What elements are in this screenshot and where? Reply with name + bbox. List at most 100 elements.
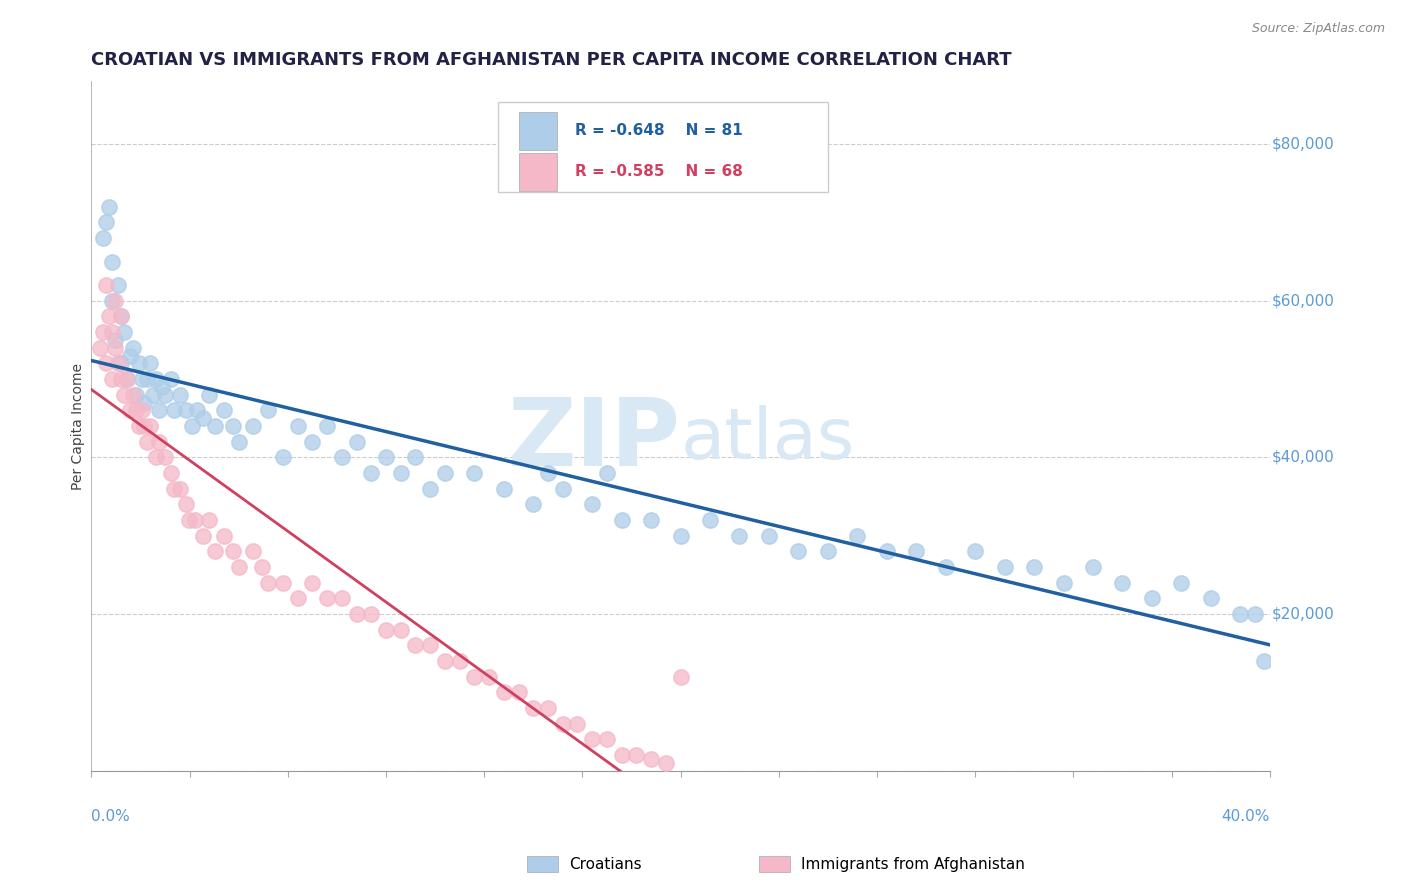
Text: $20,000: $20,000 [1272, 607, 1334, 622]
Point [1253, 654, 1275, 668]
Point [1199, 591, 1222, 606]
Y-axis label: Per Capita Income: Per Capita Income [72, 362, 86, 490]
Point [160, 466, 183, 480]
Point [360, 607, 382, 621]
Point [419, 639, 441, 653]
Point [145, 372, 167, 386]
Point [433, 654, 456, 668]
Point [316, 591, 339, 606]
Point [787, 544, 810, 558]
Point [537, 466, 560, 480]
Point [935, 560, 957, 574]
Text: ZIP: ZIP [508, 393, 681, 486]
Text: atlas: atlas [681, 405, 855, 475]
Point [134, 419, 156, 434]
Text: $60,000: $60,000 [1272, 293, 1334, 309]
Point [174, 497, 197, 511]
Point [193, 529, 215, 543]
Point [163, 482, 186, 496]
Point [104, 341, 127, 355]
Text: R = -0.648    N = 81: R = -0.648 N = 81 [575, 123, 742, 138]
Point [640, 513, 662, 527]
Point [242, 544, 264, 558]
Point [1170, 575, 1192, 590]
Point [174, 403, 197, 417]
Point [669, 670, 692, 684]
Point [142, 387, 165, 401]
Point [91, 231, 114, 245]
Point [876, 544, 898, 558]
Point [101, 293, 124, 308]
Point [433, 466, 456, 480]
Point [404, 639, 426, 653]
Point [1140, 591, 1163, 606]
Point [492, 482, 515, 496]
Point [139, 419, 162, 434]
Point [1111, 575, 1133, 590]
Point [242, 419, 264, 434]
Text: 40.0%: 40.0% [1222, 809, 1270, 823]
Point [1081, 560, 1104, 574]
Point [163, 403, 186, 417]
Point [101, 254, 124, 268]
Point [330, 591, 353, 606]
Point [271, 450, 294, 465]
Point [124, 387, 146, 401]
Point [115, 372, 138, 386]
FancyBboxPatch shape [519, 112, 557, 150]
Point [492, 685, 515, 699]
Point [110, 372, 132, 386]
Point [581, 497, 603, 511]
Text: Immigrants from Afghanistan: Immigrants from Afghanistan [801, 857, 1025, 871]
Point [139, 356, 162, 370]
Point [596, 466, 619, 480]
Point [212, 529, 235, 543]
Point [287, 419, 309, 434]
Point [478, 670, 501, 684]
Point [252, 560, 274, 574]
Point [183, 513, 205, 527]
Point [180, 419, 202, 434]
Point [728, 529, 751, 543]
FancyBboxPatch shape [498, 102, 828, 192]
Point [508, 685, 530, 699]
Point [581, 732, 603, 747]
Point [610, 513, 633, 527]
Point [360, 466, 382, 480]
Point [212, 403, 235, 417]
Point [375, 450, 398, 465]
Point [655, 756, 678, 770]
Point [551, 482, 574, 496]
Point [145, 450, 167, 465]
Point [965, 544, 987, 558]
Point [160, 372, 183, 386]
Point [121, 387, 143, 401]
Point [204, 419, 226, 434]
Point [101, 325, 124, 339]
Point [128, 419, 150, 434]
Point [128, 356, 150, 370]
Point [104, 293, 127, 308]
Point [115, 372, 138, 386]
Point [375, 623, 398, 637]
Point [101, 372, 124, 386]
FancyBboxPatch shape [519, 153, 557, 191]
Text: $40,000: $40,000 [1272, 450, 1334, 465]
Point [994, 560, 1017, 574]
Text: R = -0.585    N = 68: R = -0.585 N = 68 [575, 164, 742, 179]
Point [257, 403, 280, 417]
Point [89, 341, 111, 355]
Point [699, 513, 721, 527]
Point [389, 466, 412, 480]
Point [112, 325, 135, 339]
Point [169, 387, 191, 401]
Point [169, 482, 191, 496]
Point [96, 215, 118, 229]
Point [198, 513, 221, 527]
Point [301, 575, 323, 590]
Point [110, 310, 132, 324]
Point [522, 497, 544, 511]
Point [287, 591, 309, 606]
Point [522, 701, 544, 715]
Text: 0.0%: 0.0% [91, 809, 131, 823]
